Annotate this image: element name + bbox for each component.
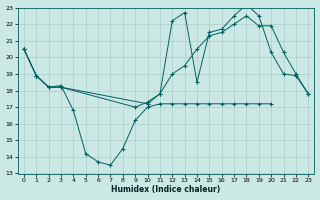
X-axis label: Humidex (Indice chaleur): Humidex (Indice chaleur) xyxy=(111,185,221,194)
